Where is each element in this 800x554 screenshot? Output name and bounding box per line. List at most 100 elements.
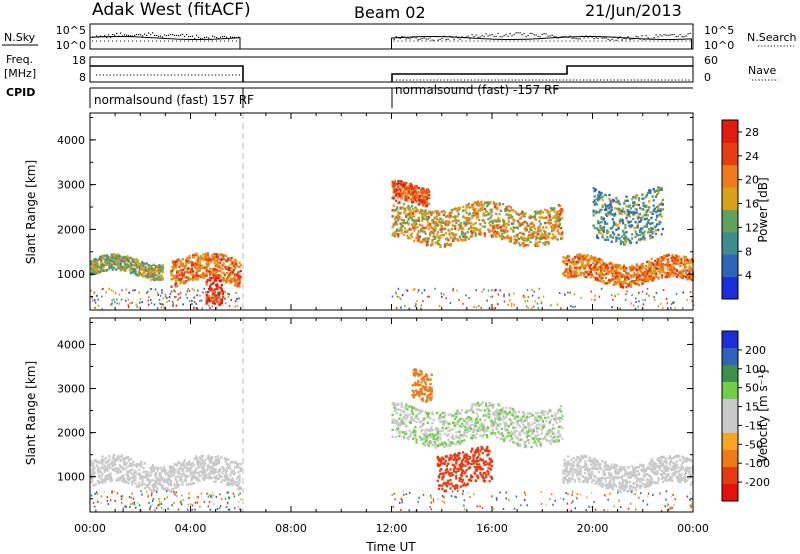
velocity-cell: [198, 479, 201, 483]
power-cell: [620, 275, 623, 278]
power-cell: [529, 222, 532, 226]
power-cell: [536, 233, 539, 237]
power-cell: [462, 205, 465, 209]
power-cell: [161, 264, 164, 267]
power-cell: [451, 233, 455, 237]
power-cell: [507, 223, 510, 226]
velocity-cell: [126, 456, 129, 459]
nsky-dot: [493, 40, 495, 42]
power-cell: [602, 262, 605, 265]
power-cell: [645, 210, 649, 213]
power-cell: [651, 235, 654, 239]
velocity-cell: [239, 462, 242, 466]
power-cell: [429, 222, 432, 226]
power-cell: [464, 224, 467, 227]
velocity-cell: [105, 460, 109, 463]
velocity-cell: [181, 468, 184, 472]
power-cell: [210, 272, 213, 275]
power-cell: [593, 195, 596, 198]
power-cell: [507, 217, 510, 220]
nsearch-point: [523, 33, 525, 35]
power-cell: [538, 216, 541, 219]
velocity-cell: [430, 426, 433, 429]
velocity-cell: [95, 461, 98, 464]
power-cell: [94, 263, 97, 267]
velocity-cell: [93, 467, 96, 470]
power-cell: [634, 203, 637, 206]
power-cell: [466, 217, 469, 220]
power-cell: [239, 269, 242, 273]
power-cell: [234, 300, 237, 303]
power-cell: [406, 199, 409, 202]
power-cell: [232, 272, 236, 276]
velocity-cell: [121, 468, 125, 471]
power-cell: [584, 265, 587, 268]
nsky-dot: [605, 40, 607, 42]
power-cell: [416, 186, 419, 190]
power-cell: [609, 212, 612, 215]
nsky-dot: [437, 40, 439, 42]
power-cell: [619, 283, 622, 286]
power-cell: [509, 299, 511, 302]
power-cell: [399, 212, 402, 215]
power-cell: [579, 266, 582, 269]
power-cell: [120, 265, 123, 269]
power-cell: [658, 258, 661, 262]
power-cell: [644, 272, 648, 275]
power-cell: [519, 224, 522, 228]
power-cell: [159, 277, 162, 280]
velocity-cell: [231, 479, 234, 483]
nsky-dot: [633, 40, 635, 42]
power-cell: [505, 230, 508, 234]
power-cell: [649, 274, 652, 278]
power-cell: [208, 273, 212, 276]
velocity-cell: [207, 466, 210, 469]
power-cell: [501, 224, 505, 227]
power-cell: [657, 186, 660, 189]
power-cell: [222, 257, 225, 261]
power-cell: [225, 279, 229, 283]
power-cell: [414, 305, 417, 308]
power-cell: [473, 209, 476, 212]
power-cell: [108, 262, 111, 265]
power-cell: [90, 262, 93, 266]
velocity-cell: [236, 463, 239, 466]
power-cell: [172, 267, 175, 271]
power-cell: [447, 228, 450, 232]
power-cell: [688, 266, 691, 270]
power-cell: [450, 227, 453, 231]
velocity-cell: [105, 474, 109, 478]
nsearch-point: [517, 32, 519, 34]
power-cell: [565, 259, 568, 262]
velocity-cell: [163, 478, 166, 482]
power-cell: [535, 244, 538, 247]
power-cell: [149, 269, 152, 273]
velocity-cell: [191, 482, 194, 485]
power-cell: [427, 211, 431, 214]
nsearch-point: [623, 37, 625, 40]
power-cell: [629, 207, 633, 210]
power-cell: [475, 216, 478, 220]
power-cell: [213, 257, 216, 260]
power-cell: [645, 292, 648, 295]
power-cell: [421, 187, 424, 190]
velocity-cell: [217, 458, 221, 461]
power-colorbar-title: Power [dB]: [756, 177, 770, 242]
power-cell: [612, 199, 616, 202]
power-cell: [417, 186, 420, 190]
power-cell: [214, 255, 217, 258]
power-cell: [458, 225, 461, 229]
power-cell: [558, 216, 562, 220]
velocity-cell: [402, 410, 406, 413]
power-cell: [682, 307, 684, 310]
power-cell: [417, 290, 419, 293]
power-cell: [416, 194, 419, 197]
velocity-cell: [160, 485, 164, 488]
power-cell: [408, 237, 411, 240]
nsearch-point: [587, 37, 589, 39]
power-cell: [594, 202, 597, 206]
nsearch-point: [477, 36, 479, 39]
velocity-cell: [105, 476, 109, 480]
power-cell: [92, 261, 95, 265]
power-cell: [619, 280, 622, 284]
